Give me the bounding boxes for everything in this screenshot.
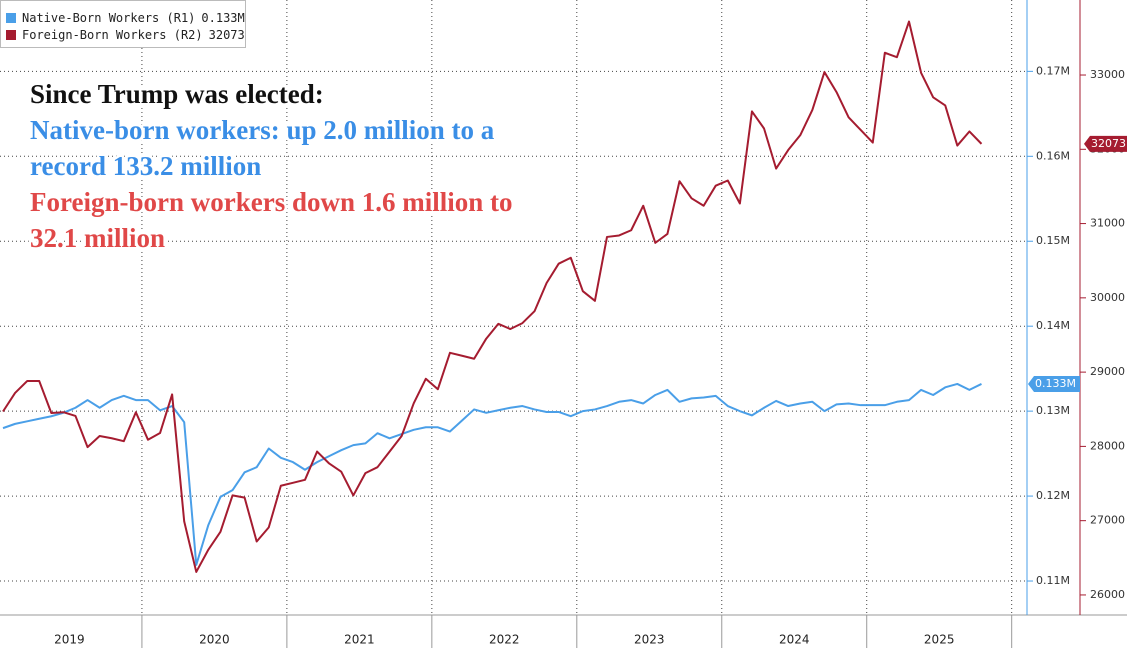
legend-label: Foreign-Born Workers (R2) 32073 xyxy=(22,28,245,42)
annotation: Since Trump was elected: xyxy=(30,79,324,109)
y2-tick-label: 27000 xyxy=(1090,514,1125,527)
annotation: Foreign-born workers down 1.6 million to xyxy=(30,187,513,217)
x-tick-label: 2021 xyxy=(344,633,375,647)
x-tick-label: 2022 xyxy=(489,633,520,647)
y2-tick-label: 28000 xyxy=(1090,439,1125,452)
y2-tick-label: 31000 xyxy=(1090,217,1125,230)
y-tick-label: 0.14M xyxy=(1036,319,1070,332)
y-tick-label: 0.12M xyxy=(1036,489,1070,502)
legend-label: Native-Born Workers (R1) 0.133M xyxy=(22,11,245,25)
legend-value: 0.133M xyxy=(201,11,244,25)
last-value-label: 0.133M xyxy=(1035,377,1076,390)
annotation: record 133.2 million xyxy=(30,151,261,181)
legend-name: Foreign-Born Workers (R2) xyxy=(22,28,203,42)
y2-tick-label: 33000 xyxy=(1090,68,1125,81)
y-tick-label: 0.17M xyxy=(1036,64,1070,77)
x-tick-label: 2024 xyxy=(779,633,810,647)
x-tick-label: 2025 xyxy=(924,633,955,647)
y2-tick-label: 26000 xyxy=(1090,588,1125,601)
y-tick-label: 0.16M xyxy=(1036,149,1070,162)
y-tick-label: 0.15M xyxy=(1036,234,1070,247)
last-value-tag xyxy=(1028,375,1080,392)
last-value-label: 32073 xyxy=(1091,137,1126,150)
legend-box xyxy=(0,0,246,48)
legend-value: 32073 xyxy=(209,28,245,42)
x-tick-label: 2019 xyxy=(54,633,85,647)
annotation: Native-born workers: up 2.0 million to a xyxy=(30,115,495,145)
series-line xyxy=(2,20,983,573)
y2-tick-label: 30000 xyxy=(1090,291,1125,304)
last-value-tag xyxy=(1084,135,1127,152)
annotation: 32.1 million xyxy=(30,223,165,253)
series-line xyxy=(2,382,982,566)
y-tick-label: 0.11M xyxy=(1036,574,1070,587)
y2-tick-label: 29000 xyxy=(1090,365,1125,378)
legend-swatch xyxy=(6,13,16,23)
y-tick-label: 0.13M xyxy=(1036,404,1070,417)
x-tick-label: 2023 xyxy=(634,633,665,647)
legend-name: Native-Born Workers (R1) xyxy=(22,11,195,25)
legend-swatch xyxy=(6,30,16,40)
x-tick-label: 2020 xyxy=(199,633,230,647)
